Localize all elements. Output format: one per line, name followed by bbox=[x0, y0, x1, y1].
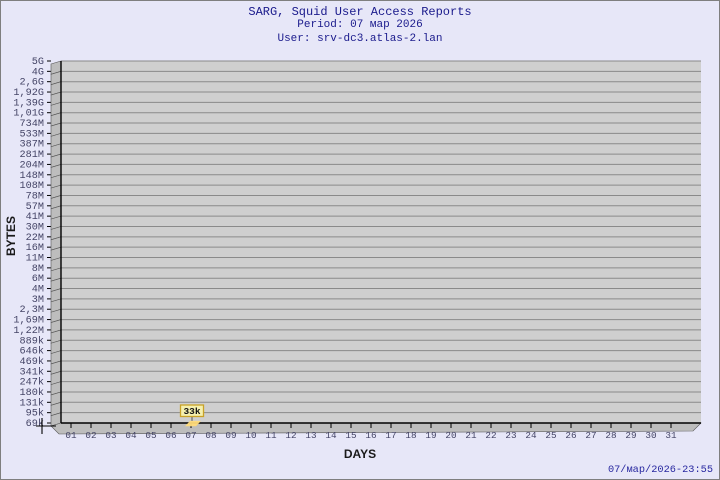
svg-text:15: 15 bbox=[345, 430, 356, 441]
svg-text:21: 21 bbox=[465, 430, 477, 441]
svg-text:108M: 108M bbox=[20, 181, 44, 192]
svg-text:02: 02 bbox=[85, 430, 96, 441]
svg-text:1,69M: 1,69M bbox=[13, 316, 44, 327]
svg-text:469k: 469k bbox=[20, 356, 44, 368]
svg-text:06: 06 bbox=[165, 430, 176, 441]
svg-text:27: 27 bbox=[585, 430, 596, 441]
svg-text:24: 24 bbox=[525, 430, 537, 441]
svg-text:148M: 148M bbox=[20, 171, 44, 182]
svg-text:33k: 33k bbox=[183, 406, 200, 417]
svg-text:131k: 131k bbox=[20, 397, 44, 409]
svg-text:4G: 4G bbox=[32, 67, 44, 78]
svg-text:08: 08 bbox=[205, 430, 216, 441]
svg-text:4M: 4M bbox=[32, 285, 44, 296]
svg-text:1,01G: 1,01G bbox=[13, 109, 44, 120]
svg-text:25: 25 bbox=[545, 430, 556, 441]
svg-text:20: 20 bbox=[445, 430, 456, 441]
svg-text:95k: 95k bbox=[26, 408, 44, 420]
svg-text:204M: 204M bbox=[20, 160, 44, 171]
svg-text:09: 09 bbox=[225, 430, 236, 441]
svg-text:30M: 30M bbox=[26, 222, 44, 233]
svg-text:14: 14 bbox=[325, 430, 337, 441]
svg-text:05: 05 bbox=[145, 430, 156, 441]
svg-text:04: 04 bbox=[125, 430, 137, 441]
svg-text:889k: 889k bbox=[20, 335, 44, 347]
svg-text:23: 23 bbox=[505, 430, 516, 441]
svg-text:30: 30 bbox=[645, 430, 656, 441]
svg-text:69k: 69k bbox=[26, 418, 44, 430]
svg-text:03: 03 bbox=[105, 430, 116, 441]
svg-text:28: 28 bbox=[605, 430, 616, 441]
svg-text:180k: 180k bbox=[20, 387, 44, 399]
svg-text:11: 11 bbox=[265, 430, 277, 441]
svg-text:10: 10 bbox=[245, 430, 256, 441]
svg-text:646k: 646k bbox=[20, 346, 44, 358]
svg-text:26: 26 bbox=[565, 430, 576, 441]
svg-text:1,22M: 1,22M bbox=[13, 326, 44, 337]
svg-text:22: 22 bbox=[485, 430, 496, 441]
svg-text:341k: 341k bbox=[20, 366, 44, 378]
svg-text:78M: 78M bbox=[26, 191, 44, 202]
svg-text:13: 13 bbox=[305, 430, 316, 441]
svg-text:18: 18 bbox=[405, 430, 416, 441]
svg-text:387M: 387M bbox=[20, 140, 44, 151]
svg-text:07: 07 bbox=[185, 430, 196, 441]
svg-text:41M: 41M bbox=[26, 212, 44, 223]
svg-text:17: 17 bbox=[385, 430, 396, 441]
svg-text:31: 31 bbox=[665, 430, 677, 441]
svg-text:12: 12 bbox=[285, 430, 296, 441]
svg-text:16: 16 bbox=[365, 430, 376, 441]
svg-text:247k: 247k bbox=[20, 377, 44, 389]
svg-text:29: 29 bbox=[625, 430, 636, 441]
svg-text:11M: 11M bbox=[26, 254, 44, 265]
svg-text:19: 19 bbox=[425, 430, 436, 441]
svg-text:01: 01 bbox=[65, 430, 77, 441]
